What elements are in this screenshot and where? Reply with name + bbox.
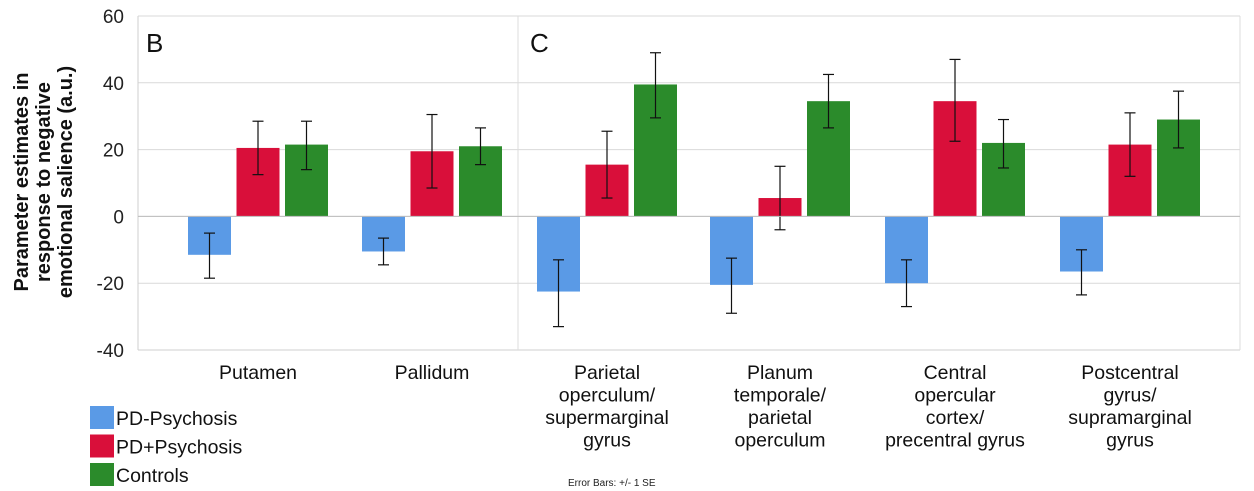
x-tick-label: Putamen xyxy=(219,362,297,384)
y-tick-label: 60 xyxy=(103,7,124,28)
x-tick-label: opercular xyxy=(914,385,996,407)
x-tick-label: Postcentral xyxy=(1081,362,1179,384)
x-tick-label: operculum xyxy=(734,430,825,452)
x-tick-label: operculum/ xyxy=(559,385,656,407)
y-tick-label: 40 xyxy=(103,74,124,95)
legend-swatch xyxy=(90,434,114,458)
error-bars-note: Error Bars: +/- 1 SE xyxy=(568,478,656,489)
x-tick-label: temporale/ xyxy=(734,385,827,407)
legend-label: Controls xyxy=(116,465,189,487)
x-tick-label: cortex/ xyxy=(926,407,985,429)
panel-label: B xyxy=(146,28,163,58)
y-tick-label: -20 xyxy=(97,274,124,295)
x-tick-label: gyrus/ xyxy=(1103,385,1157,407)
y-axis-label-line: response to negative xyxy=(33,82,55,282)
legend-swatch xyxy=(90,406,114,429)
x-tick-label: Parietal xyxy=(574,362,640,384)
y-axis-label-line: emotional salience (a.u.) xyxy=(55,66,77,298)
x-tick-label: Pallidum xyxy=(395,362,470,384)
x-tick-label: Planum xyxy=(747,362,813,384)
x-tick-label: Central xyxy=(924,362,987,384)
y-tick-label: -40 xyxy=(97,341,124,362)
legend-label: PD+Psychosis xyxy=(116,437,243,459)
x-tick-label: parietal xyxy=(748,407,812,429)
y-tick-label: 20 xyxy=(103,141,124,162)
x-tick-label: supramarginal xyxy=(1068,407,1192,429)
x-tick-label: supermarginal xyxy=(545,407,669,429)
x-tick-label: gyrus xyxy=(1106,430,1154,452)
panel-label: C xyxy=(530,28,549,58)
x-tick-label: gyrus xyxy=(583,430,631,452)
legend-label: PD-Psychosis xyxy=(116,408,238,430)
legend-swatch xyxy=(90,463,114,486)
y-axis-label-line: Parameter estimates in xyxy=(11,72,33,291)
x-tick-label: precentral gyrus xyxy=(885,430,1025,452)
y-tick-label: 0 xyxy=(113,207,124,228)
